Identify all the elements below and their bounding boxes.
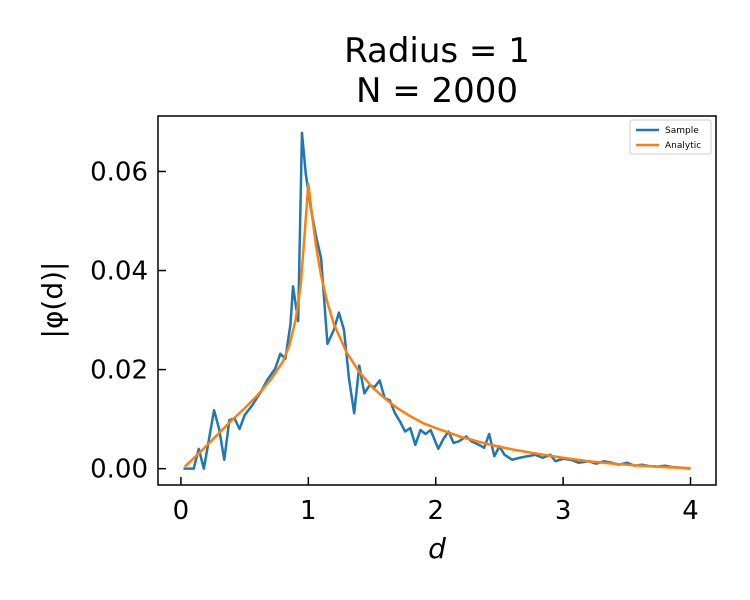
x-tick-label: 1 (300, 496, 317, 526)
legend-label-analytic: Analytic (665, 141, 701, 151)
x-tick-label: 4 (682, 496, 699, 526)
y-ticks: 0.00 0.02 0.04 0.06 (90, 157, 166, 485)
series-line-analytic (183, 182, 691, 470)
chart-subtitle: N = 2000 (356, 71, 518, 111)
series-line-sample (183, 131, 691, 470)
y-tick-label: 0.00 (90, 455, 148, 485)
legend-label-sample: Sample (665, 126, 699, 136)
x-tick-label: 2 (427, 496, 444, 526)
y-tick-label: 0.06 (90, 157, 148, 187)
plot-area: 0 1 2 3 4 0.00 0.02 0.04 0.06 (90, 115, 717, 526)
x-tick-label: 0 (173, 496, 190, 526)
x-ticks: 0 1 2 3 4 (173, 477, 699, 526)
series-layer (183, 131, 691, 470)
x-tick-label: 3 (555, 496, 572, 526)
chart-title: Radius = 1 (344, 31, 530, 71)
legend: Sample Analytic (629, 119, 712, 155)
plot-frame (157, 115, 717, 486)
y-tick-label: 0.04 (90, 257, 148, 287)
y-axis-label: |φ(d)| (36, 262, 69, 339)
x-axis-label: d (428, 532, 446, 565)
y-tick-label: 0.02 (90, 356, 148, 386)
